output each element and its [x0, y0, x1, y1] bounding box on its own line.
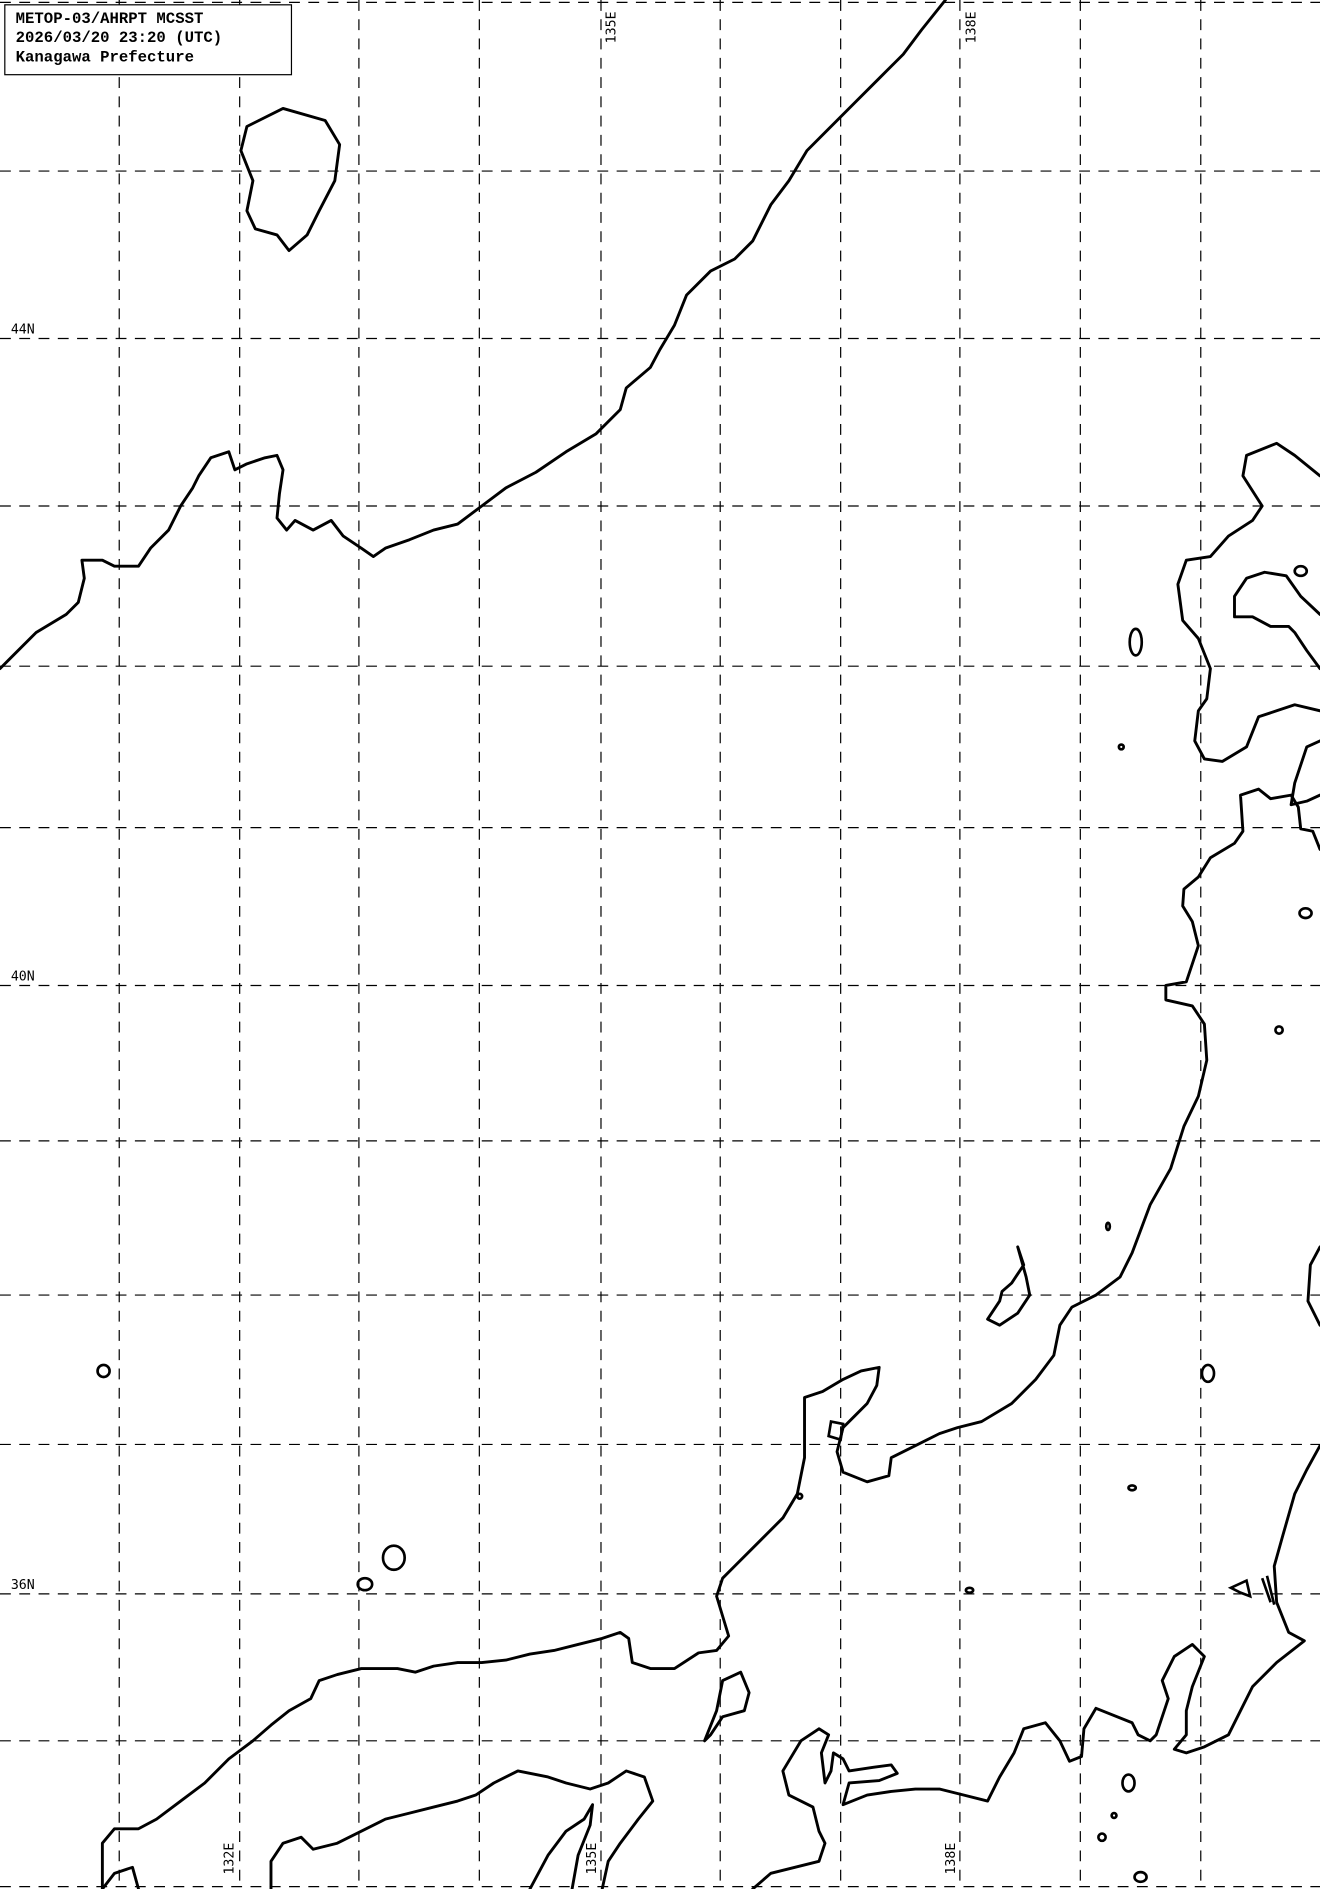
island [964, 1586, 975, 1594]
lon-label-top-135e: 135E [604, 11, 619, 43]
coast-shikoku-kyushu [269, 1769, 655, 1889]
island [1127, 1484, 1138, 1492]
region-name: Kanagawa Prefecture [16, 48, 194, 66]
coast-sado [986, 1245, 1032, 1327]
coast-hokkaido-bay [1233, 570, 1320, 671]
info-box: METOP-03/AHRPT MCSST 2026/03/20 23:20 (U… [4, 4, 293, 76]
island [1200, 1363, 1216, 1384]
longitude-labels: 135E 138E 132E 135E 138E [223, 11, 980, 1874]
island [96, 1363, 111, 1379]
island [1128, 627, 1144, 657]
lon-label-bottom-132e: 132E [223, 1843, 238, 1875]
island [1293, 564, 1309, 578]
island [1104, 1221, 1112, 1232]
observation-time: 2026/03/20 23:20 (UTC) [16, 29, 222, 47]
coast-kii [528, 1803, 594, 1889]
lat-label-44n: 44N [11, 323, 35, 338]
island [1298, 907, 1313, 920]
latitude-labels: 44N 40N 36N [11, 323, 35, 1593]
info-box-frame [4, 4, 293, 76]
island [1274, 1025, 1284, 1035]
lat-label-40n: 40N [11, 970, 35, 985]
coast-island-north [239, 106, 342, 253]
island [1133, 1870, 1148, 1884]
coast-kyushu-west [100, 1865, 140, 1889]
lat-label-36n: 36N [11, 1578, 35, 1593]
lon-label-top-138e: 138E [965, 11, 980, 43]
island [827, 1420, 845, 1442]
lon-label-bottom-138e: 138E [944, 1843, 959, 1875]
island [1227, 1575, 1276, 1606]
coast-shimokita [1289, 739, 1320, 807]
island [356, 1576, 374, 1592]
island [1110, 1811, 1118, 1820]
coast-honshu-east [751, 1444, 1320, 1889]
coast-hokkaido-west [1176, 441, 1320, 763]
lon-label-bottom-135e: 135E [585, 1843, 600, 1875]
coast-continent [0, 0, 947, 671]
island [795, 1492, 804, 1500]
coast-honshu-east-bulge [1306, 1245, 1320, 1327]
small-islands [96, 564, 1313, 1884]
island [1121, 1773, 1136, 1793]
coast-honshu-west [100, 787, 1320, 1889]
island [381, 1544, 406, 1572]
island [1097, 1832, 1107, 1843]
satellite-product: METOP-03/AHRPT MCSST [16, 10, 204, 28]
coast-awaji [703, 1670, 751, 1743]
island [1117, 743, 1126, 751]
